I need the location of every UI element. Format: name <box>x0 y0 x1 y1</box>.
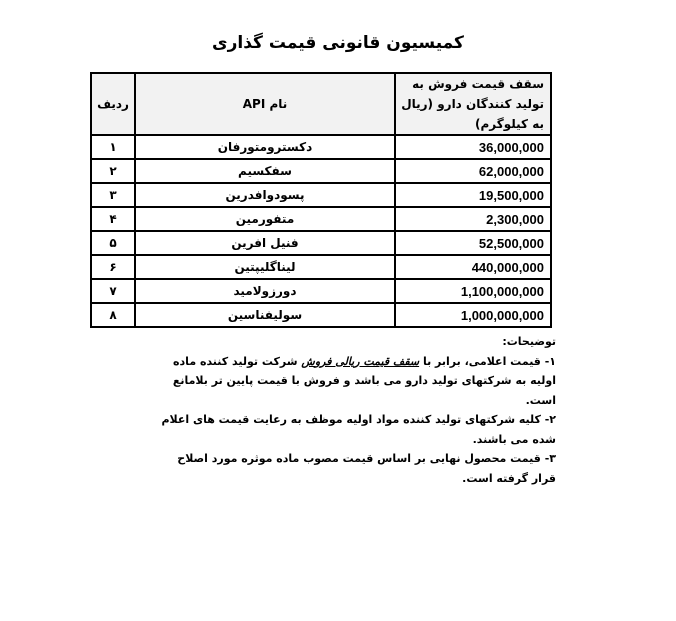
api-name: دورزولامید <box>134 278 396 304</box>
row-number: ۲ <box>90 158 136 184</box>
table-row: ۸ سولیفناسین 1,000,000,000 <box>90 302 552 328</box>
table-body: ۱ دکسترومتورفان 36,000,000 ۲ سفکسیم 62,000,00… <box>90 134 552 328</box>
note-text: شرکت تولید کننده ماده اولیه به شرکتهای ت… <box>172 354 556 407</box>
price: 62,000,000 <box>394 158 552 184</box>
table-row: ۳ پسودوافدرین 19,500,000 <box>90 182 552 208</box>
table-row: ۲ سفکسیم 62,000,000 <box>90 158 552 184</box>
api-name: سولیفناسین <box>134 302 396 328</box>
table-row: ۴ متفورمین 2,300,000 <box>90 206 552 232</box>
price: 440,000,000 <box>394 254 552 280</box>
row-number: ۸ <box>90 302 136 328</box>
price: 1,000,000,000 <box>394 302 552 328</box>
api-name: سفکسیم <box>134 158 396 184</box>
note-text: ۱- قیمت اعلامی، برابر با <box>422 354 556 368</box>
row-number: ۷ <box>90 278 136 304</box>
row-number: ۱ <box>90 134 136 160</box>
price: 2,300,000 <box>394 206 552 232</box>
column-header: نام API <box>134 72 396 136</box>
api-name: دکسترومتورفان <box>134 134 396 160</box>
table-row: ۷ دورزولامید 1,100,000,000 <box>90 278 552 304</box>
column-header: ردیف <box>90 72 136 136</box>
price: 36,000,000 <box>394 134 552 160</box>
title: کمیسیون قانونی قیمت گذاری <box>212 33 464 53</box>
api-name: پسودوافدرین <box>134 182 396 208</box>
price: 52,500,000 <box>394 230 552 256</box>
note: ۱- قیمت اعلامی، برابر با سقف قیمت ریالی … <box>156 352 556 411</box>
price: 19,500,000 <box>394 182 552 208</box>
notes-heading: توضیحات: <box>502 335 556 348</box>
column-header: سقف قیمت فروش به تولید کنندگان دارو (ریا… <box>394 72 552 136</box>
row-number: ۳ <box>90 182 136 208</box>
price-table: ردیف نام API سقف قیمت فروش به تولید کنند… <box>90 72 552 328</box>
api-name: متفورمین <box>134 206 396 232</box>
note: ۳- قیمت محصول نهایی بر اساس قیمت مصوب ما… <box>177 452 556 485</box>
table-row: ۵ فنیل افرین 52,500,000 <box>90 230 552 256</box>
table-row: ۶ لیناگلیپتین 440,000,000 <box>90 254 552 280</box>
note-emphasis: سقف قیمت ریالی فروش <box>301 354 420 368</box>
notes: توضیحات: ۱- قیمت اعلامی، برابر با سقف قی… <box>156 332 556 488</box>
header-row: ردیف نام API سقف قیمت فروش به تولید کنند… <box>90 72 552 136</box>
row-number: ۶ <box>90 254 136 280</box>
table-row: ۱ دکسترومتورفان 36,000,000 <box>90 134 552 160</box>
api-name: فنیل افرین <box>134 230 396 256</box>
row-number: ۵ <box>90 230 136 256</box>
price: 1,100,000,000 <box>394 278 552 304</box>
api-name: لیناگلیپتین <box>134 254 396 280</box>
note: ۲- کلیه شرکتهای تولید کننده مواد اولیه م… <box>161 413 556 446</box>
row-number: ۴ <box>90 206 136 232</box>
